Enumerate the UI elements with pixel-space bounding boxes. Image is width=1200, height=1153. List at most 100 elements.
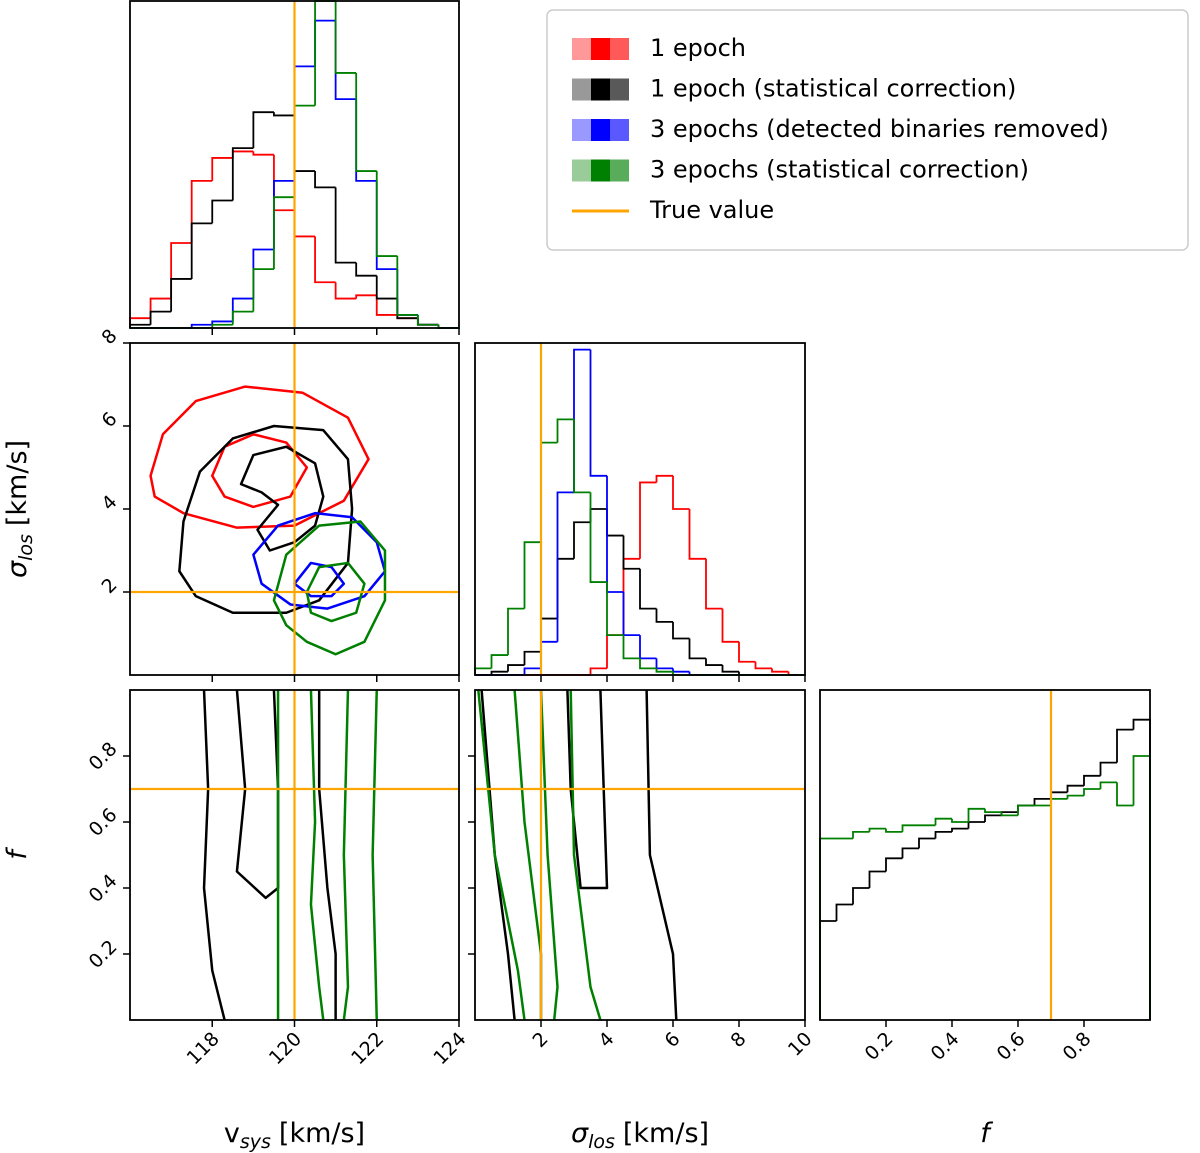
histogram-step	[507, 664, 525, 672]
contour	[239, 445, 325, 552]
y-tick-label: 0.4	[85, 870, 122, 907]
histogram-step	[170, 278, 192, 312]
x-tick-label: 6	[660, 1028, 684, 1052]
legend-swatch	[610, 38, 629, 60]
contour	[342, 689, 350, 1021]
histogram-step	[416, 314, 439, 326]
y-tick-label: 0.8	[85, 738, 122, 775]
panel-background	[820, 690, 1150, 1020]
legend-swatch	[572, 78, 591, 101]
histogram-step	[606, 582, 624, 637]
histogram-step	[190, 222, 213, 279]
axis-label-unit: [km/s]	[623, 1118, 709, 1149]
histogram-step	[705, 658, 723, 666]
x-tick-label: 0.4	[927, 1028, 964, 1065]
histogram-step	[655, 668, 673, 673]
histogram-step	[375, 171, 398, 257]
histogram-step	[334, 282, 357, 300]
histogram-step	[852, 831, 870, 839]
legend-swatch	[591, 119, 610, 141]
histogram-step	[1017, 804, 1035, 816]
histogram-step	[721, 608, 739, 643]
histogram-step	[507, 607, 525, 656]
histogram-step	[918, 837, 936, 849]
histogram-step	[334, 1, 357, 74]
x-tick-label: 2	[528, 1028, 552, 1052]
legend-swatch	[572, 119, 591, 141]
contour	[202, 689, 226, 1021]
axis-label: f	[2, 847, 33, 860]
histogram-step	[934, 817, 952, 826]
contour	[645, 689, 678, 1021]
axis-label-subscript: los	[588, 1131, 615, 1153]
contour	[566, 689, 609, 890]
histogram-step	[1083, 788, 1101, 796]
histogram-step	[314, 171, 336, 189]
histogram-step	[738, 641, 756, 663]
legend-swatch	[610, 78, 629, 101]
histogram-step	[573, 521, 591, 559]
contour	[211, 433, 309, 509]
legend-label: 1 epoch	[650, 34, 746, 62]
contour	[293, 561, 346, 598]
histogram-step	[589, 492, 607, 583]
histogram-step	[211, 323, 233, 328]
histogram-step	[252, 111, 274, 149]
histogram-step	[705, 558, 723, 610]
axis-label: vsys [km/s]	[224, 1118, 365, 1153]
panel-frame	[129, 342, 460, 676]
contour	[309, 689, 325, 1021]
x-tick-label: 120	[265, 1028, 306, 1069]
panel-frame	[474, 689, 806, 1021]
histogram-step	[721, 665, 739, 673]
axis-label-subscript: sys	[240, 1131, 271, 1153]
axis-label-subscript: los	[15, 534, 37, 561]
legend-label: 3 epochs (statistical correction)	[650, 156, 1029, 184]
histogram-step	[901, 824, 919, 832]
panel-background	[475, 690, 805, 1020]
histogram-step	[852, 887, 870, 905]
histogram-step	[523, 667, 541, 675]
histogram-step	[1033, 798, 1051, 806]
histogram-step	[273, 112, 295, 117]
y-tick-label: 8	[97, 325, 121, 349]
axis-label-symbol: f	[2, 847, 33, 860]
histogram-step	[1099, 781, 1117, 789]
histogram-step	[556, 491, 574, 642]
legend-swatch	[591, 78, 610, 101]
legend-swatch	[572, 38, 591, 60]
histogram-step	[252, 151, 274, 156]
contour	[272, 520, 387, 656]
panel-frame	[474, 342, 806, 676]
axis-label: f	[980, 1118, 993, 1149]
legend-label: 1 epoch (statistical correction)	[650, 75, 1016, 103]
axis-label-symbol: f	[980, 1118, 993, 1149]
x-tick-label: 0.8	[1059, 1028, 1096, 1065]
histogram-step	[984, 808, 1002, 813]
histogram-step	[655, 608, 673, 623]
contour	[477, 689, 526, 1021]
histogram-step	[490, 670, 508, 675]
x-tick-label: 124	[429, 1028, 470, 1069]
histogram-step	[672, 475, 690, 510]
histogram-step	[149, 310, 172, 325]
histogram-step	[885, 828, 903, 833]
x-tick-label: 10	[784, 1028, 817, 1061]
histogram-step	[273, 196, 295, 270]
histogram-step	[934, 831, 952, 839]
histogram-step	[885, 857, 903, 872]
histogram-step	[573, 419, 591, 494]
histogram-step	[639, 568, 657, 610]
histogram-step	[231, 147, 254, 201]
histogram-step	[589, 667, 607, 675]
contour	[178, 424, 354, 614]
histogram-step	[771, 668, 789, 673]
histogram-step	[868, 870, 886, 888]
y-tick-label: 4	[97, 491, 121, 515]
histogram-step	[1116, 728, 1134, 763]
contour	[149, 385, 370, 529]
histogram-step	[622, 535, 640, 570]
axis-label-unit: [km/s]	[2, 440, 33, 526]
legend-swatch	[610, 119, 629, 141]
histogram-step	[901, 847, 919, 859]
